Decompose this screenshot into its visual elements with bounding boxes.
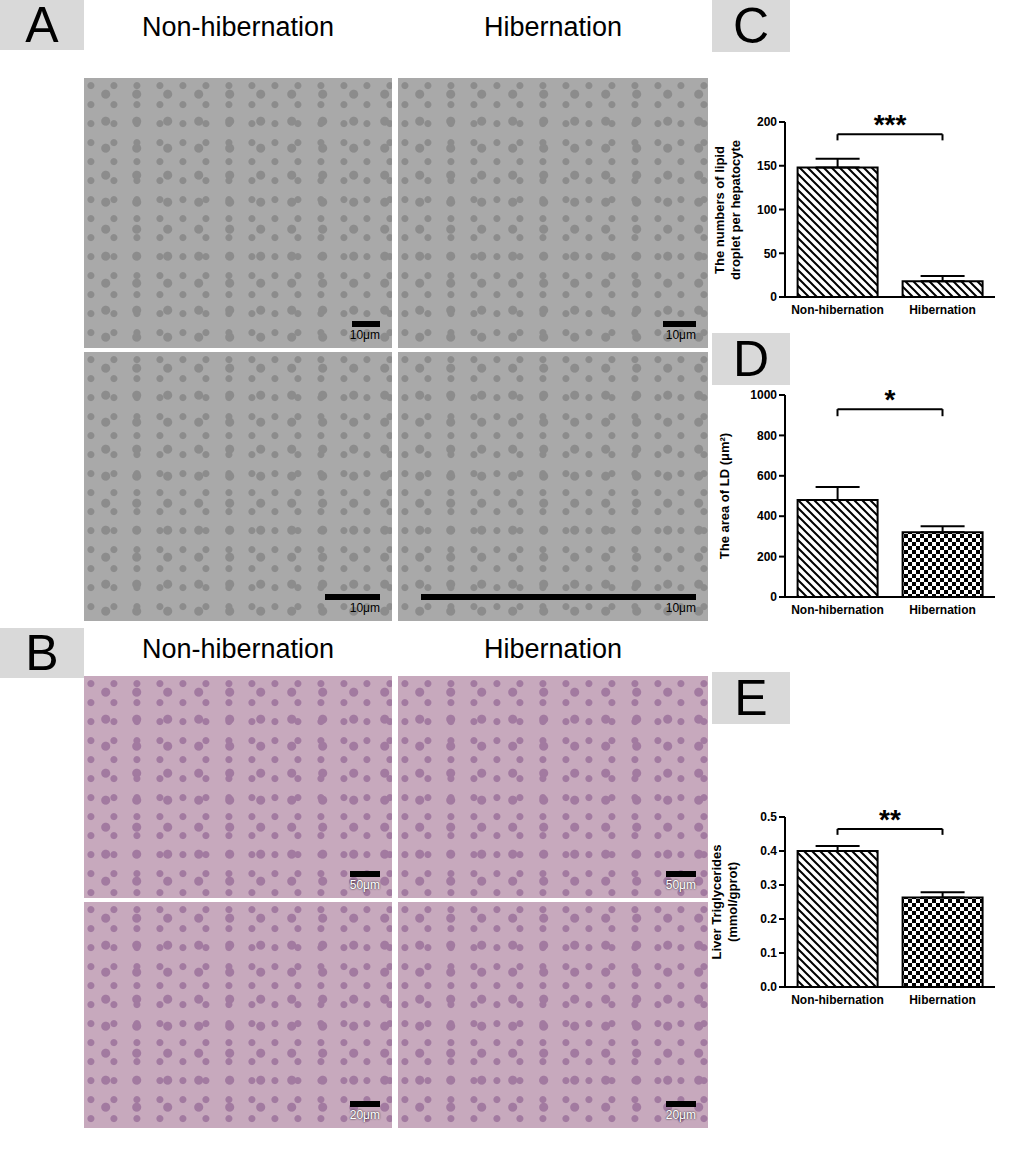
html-text:Liver Triglycerides (mmol/gpro: Liver Triglycerides (mmol/gprot) <box>709 844 740 960</box>
html-text:Hibernation: Hibernation <box>484 634 622 664</box>
svg-text:150: 150 <box>757 159 777 173</box>
svg-text:400: 400 <box>757 509 777 523</box>
html-text:20μm: 20μm <box>665 1108 696 1122</box>
svg-text:0.5: 0.5 <box>760 810 777 824</box>
html-text:Non-hibernation: Non-hibernation <box>141 12 335 42</box>
html-text:The area of LD (μm²): The area of LD (μm²) <box>717 432 732 560</box>
svg-text:1000: 1000 <box>750 388 777 402</box>
svg-text:Non-hibernation: Non-hibernation <box>791 603 884 617</box>
svg-text:Non-hibernation: Non-hibernation <box>791 993 884 1007</box>
svg-text:0: 0 <box>770 590 777 604</box>
html-text:The numbers of lipid droplet p: The numbers of lipid droplet per hepatoc… <box>711 139 742 280</box>
svg-text:0.3: 0.3 <box>760 878 777 892</box>
svg-text:800: 800 <box>757 429 777 443</box>
html-text:D: D <box>732 331 769 387</box>
svg-text:100: 100 <box>757 203 777 217</box>
html-text:Hibernation: Hibernation <box>484 12 622 42</box>
svg-text:0: 0 <box>770 290 777 304</box>
svg-text:0.1: 0.1 <box>760 946 777 960</box>
svg-text:0.2: 0.2 <box>760 912 777 926</box>
html-text:B: B <box>25 625 59 681</box>
html-text:20μm: 20μm <box>349 1108 380 1122</box>
svg-text:0.4: 0.4 <box>760 844 777 858</box>
html-text:Non-hibernation: Non-hibernation <box>141 634 335 664</box>
svg-text:200: 200 <box>757 115 777 129</box>
html-text:E: E <box>734 670 768 726</box>
html-text:10μm: 10μm <box>349 328 380 342</box>
html-text:50μm: 50μm <box>665 878 696 892</box>
html-text:10μm: 10μm <box>665 328 696 342</box>
svg-text:200: 200 <box>757 550 777 564</box>
svg-text:0.0: 0.0 <box>760 980 777 994</box>
svg-text:Hibernation: Hibernation <box>909 993 976 1007</box>
svg-text:**: ** <box>879 804 901 835</box>
html-text:50μm: 50μm <box>349 878 380 892</box>
svg-text:600: 600 <box>757 469 777 483</box>
html-text:10μm: 10μm <box>349 601 380 615</box>
svg-text:***: *** <box>874 109 907 140</box>
svg-text:Non-hibernation: Non-hibernation <box>791 303 884 317</box>
svg-text:Hibernation: Hibernation <box>909 303 976 317</box>
svg-text:Hibernation: Hibernation <box>909 603 976 617</box>
html-text:10μm: 10μm <box>665 601 696 615</box>
svg-text:*: * <box>885 384 896 415</box>
svg-text:50: 50 <box>764 247 778 261</box>
